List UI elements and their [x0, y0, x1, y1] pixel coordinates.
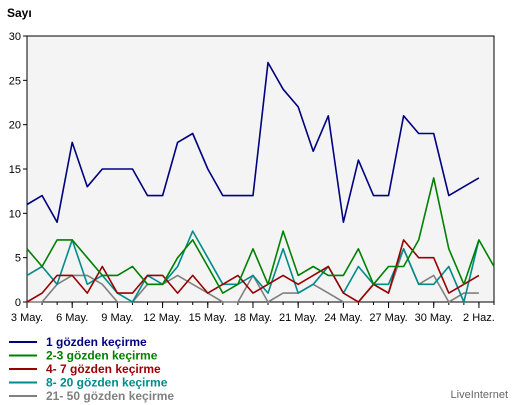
- y-tick-label: 30: [9, 31, 21, 43]
- y-axis-ticks: 0 5 10 15 20 25 30: [9, 31, 27, 309]
- legend-label: 2-3 gözden keçirme: [46, 349, 158, 363]
- series-line-1: [26, 61, 480, 223]
- x-tick-label: 3 May.: [11, 312, 43, 324]
- series-line-2: [26, 177, 495, 294]
- x-tick-label: 15 May.: [189, 312, 227, 324]
- legend-label: 1 gözden keçirme: [46, 335, 147, 349]
- y-tick-label: 15: [9, 164, 21, 176]
- y-tick-label: 10: [9, 208, 21, 220]
- x-tick-label: 12 May.: [143, 312, 181, 324]
- x-tick-label: 6 May.: [56, 312, 88, 324]
- x-tick-label: 9 May.: [101, 312, 133, 324]
- plot-area: [26, 35, 495, 303]
- y-tick-label: 5: [15, 253, 21, 265]
- legend-label: 4- 7 gözden keçirme: [46, 362, 161, 376]
- x-tick-label: 27 May.: [369, 312, 407, 324]
- brand-label: LiveInternet: [451, 389, 508, 401]
- y-axis-label: Sayı: [7, 6, 32, 20]
- x-tick-label: 24 May.: [324, 312, 362, 324]
- legend-label: 8- 20 gözden keçirme: [46, 376, 168, 390]
- x-tick-label: 21 May.: [279, 312, 317, 324]
- y-tick-label: 25: [9, 75, 21, 87]
- y-tick-label: 20: [9, 120, 21, 132]
- x-tick-label: 30 May.: [415, 312, 453, 324]
- series-line-3: [26, 239, 480, 303]
- x-tick-label: 18 May.: [234, 312, 272, 324]
- y-tick-label: 0: [15, 297, 21, 309]
- x-tick-label: 2 Haz.: [463, 312, 495, 324]
- x-axis-ticks: 3 May. 6 May. 9 May. 12 May. 15 May. 18 May. 2…: [11, 302, 495, 324]
- series-lines: [26, 61, 495, 303]
- legend-label: 21- 50 gözden keçirme: [46, 389, 174, 403]
